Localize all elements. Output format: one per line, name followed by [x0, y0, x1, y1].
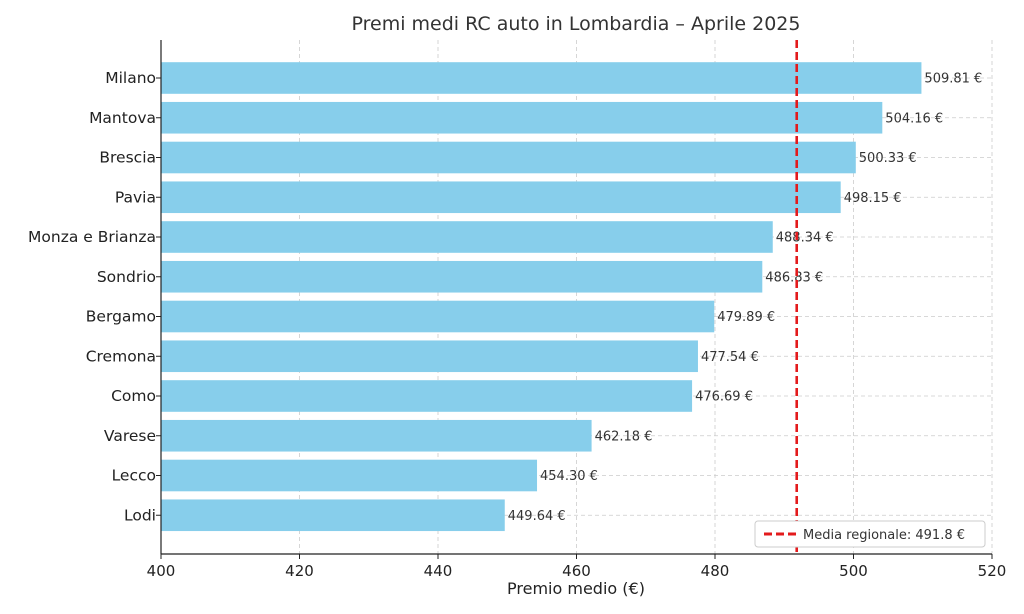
value-label: 476.69 €	[695, 390, 753, 405]
value-label: 498.15 €	[844, 191, 902, 206]
x-tick-label: 520	[978, 562, 1007, 580]
category-label: Lecco	[112, 467, 156, 485]
x-tick-label: 460	[562, 562, 591, 580]
x-tick-label: 480	[701, 562, 730, 580]
value-label: 504.16 €	[885, 111, 943, 126]
value-label: 449.64 €	[508, 509, 566, 524]
category-label: Lodi	[124, 506, 156, 524]
value-label: 479.89 €	[717, 310, 775, 325]
x-axis-label: Premio medio (€)	[507, 579, 645, 598]
x-tick-label: 400	[147, 562, 176, 580]
category-label: Varese	[104, 427, 156, 445]
y-tick-labels: Milano Mantova Brescia Pavia Monza e Brianza…	[28, 69, 161, 524]
bar	[161, 101, 883, 134]
category-label: Cremona	[86, 347, 156, 365]
bar	[161, 260, 763, 293]
bar	[161, 419, 592, 452]
x-tick-label: 500	[839, 562, 868, 580]
value-label: 477.54 €	[701, 350, 759, 365]
value-labels: 509.81 € 504.16 € 500.33 € 498.15 € 488.34 €…	[508, 72, 983, 524]
bar	[161, 499, 505, 532]
bar	[161, 459, 538, 492]
chart-title: Premi medi RC auto in Lombardia – Aprile…	[352, 13, 801, 35]
bar	[161, 340, 698, 373]
category-label: Bergamo	[86, 308, 156, 326]
bars	[161, 62, 922, 532]
value-label: 486.83 €	[765, 270, 823, 285]
x-tick-labels: 400 420 440 460 480 500 520	[147, 554, 1007, 580]
category-label: Como	[111, 387, 156, 405]
category-label: Mantova	[89, 109, 156, 127]
legend-frame	[754, 520, 986, 548]
value-label: 454.30 €	[540, 469, 598, 484]
bar	[161, 141, 856, 174]
category-label: Monza e Brianza	[28, 228, 156, 246]
legend: Media regionale: 491.8 €	[754, 520, 986, 548]
value-label: 488.34 €	[776, 231, 834, 246]
value-label: 500.33 €	[859, 151, 917, 166]
legend-label: Media regionale: 491.8 €	[803, 528, 965, 543]
bar	[161, 62, 922, 94]
category-label: Milano	[105, 69, 156, 87]
bar	[161, 300, 715, 333]
bar	[161, 380, 693, 412]
bar	[161, 221, 773, 253]
category-label: Brescia	[99, 149, 156, 167]
value-label: 509.81 €	[924, 72, 982, 87]
x-tick-label: 420	[285, 562, 314, 580]
value-label: 462.18 €	[595, 429, 653, 444]
bar	[161, 181, 841, 214]
category-label: Pavia	[115, 188, 156, 206]
category-label: Sondrio	[97, 268, 156, 286]
x-tick-label: 440	[424, 562, 453, 580]
